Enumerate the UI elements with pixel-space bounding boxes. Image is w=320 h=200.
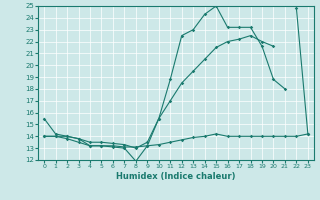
X-axis label: Humidex (Indice chaleur): Humidex (Indice chaleur) <box>116 172 236 181</box>
